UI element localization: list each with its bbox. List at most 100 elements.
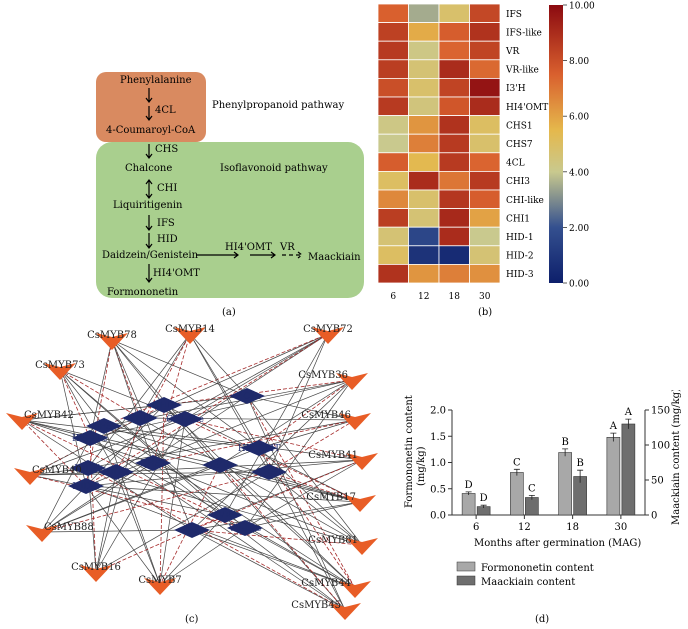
network-myb-node <box>339 581 371 598</box>
heatmap-cell <box>438 152 470 172</box>
network-edge-negative <box>21 419 246 529</box>
x-tick-label: 6 <box>473 522 479 533</box>
heatmap-col-label: 6 <box>390 292 396 302</box>
heatmap-row-label: CHI-like <box>506 196 544 206</box>
network-edge-negative <box>59 369 91 439</box>
network-gene-node <box>122 410 158 426</box>
network-edge-positive <box>219 379 353 466</box>
heatmap-cell <box>377 245 409 265</box>
network-edge-positive <box>246 395 356 421</box>
network-edge-positive <box>246 395 346 611</box>
heatmap-row-label: VR <box>505 47 519 57</box>
y-tick-label-left: 0.5 <box>430 484 446 495</box>
significance-letter: A <box>609 421 618 432</box>
heatmap-cell <box>438 133 470 154</box>
y-tick-label-left: 1.0 <box>430 458 446 469</box>
error-bar <box>562 448 569 457</box>
network-edge-positive <box>85 485 361 503</box>
network-edge-negative <box>163 379 353 406</box>
x-axis-label: Months after germination (MAG) <box>474 538 641 549</box>
network-edge-positive <box>89 339 113 439</box>
phenylpropanoid-label: Phenylpropanoid pathway <box>212 100 345 111</box>
significance-letter: B <box>561 437 568 448</box>
heatmap-cell <box>469 22 501 42</box>
network-gene-label: VR <box>217 511 231 521</box>
y-axis-label-left-line2: (mg/kg) <box>416 446 427 486</box>
error-bar <box>577 469 584 483</box>
network-edge-positive <box>21 419 221 466</box>
bar-chart-panel: 0.0 0.5 1.0 1.5 2.0 0 50 100 150 6 12 18 30 DD C C BB AA… <box>404 390 682 625</box>
x-tick-label: 18 <box>566 522 579 533</box>
network-edge-positive <box>103 425 161 586</box>
network-gene-node <box>72 430 108 446</box>
heatmap-cell <box>438 59 470 79</box>
network-edge-negative <box>258 447 356 589</box>
heatmap-cell <box>408 208 440 228</box>
colorbar-tick-label: 4.00 <box>569 168 589 178</box>
network-myb-node <box>329 603 361 620</box>
network-edge-positive <box>29 417 141 476</box>
heatmap-cell <box>408 115 440 135</box>
heatmap-cell <box>377 152 409 172</box>
network-edge-negative <box>159 404 165 586</box>
heatmap-cell <box>469 59 501 79</box>
network-gene-node <box>135 455 171 471</box>
network-gene-label: 4CL <box>238 392 257 402</box>
heatmap-cell <box>469 96 501 117</box>
heatmap-cell <box>377 40 409 61</box>
network-edge-positive <box>152 462 346 611</box>
caption-d: (d) <box>535 614 549 625</box>
network-edge-positive <box>29 471 270 476</box>
legend-swatch-maackiain <box>456 575 476 586</box>
heatmap-cell <box>408 40 440 61</box>
network-myb-node <box>174 327 206 344</box>
network-myb-node <box>6 413 38 430</box>
heatmap-cell <box>438 78 470 98</box>
heatmap-row-label: 4CL <box>506 159 525 169</box>
heatmap-cell <box>438 40 470 61</box>
network-edge-positive <box>95 471 117 573</box>
y-tick-label-right: 150 <box>651 406 670 417</box>
heatmap-cell <box>408 3 440 24</box>
y-tick-label-left: 2.0 <box>430 406 446 417</box>
network-edge-positive <box>85 485 356 589</box>
heatmap-cell <box>408 133 440 154</box>
phenylpropanoid-box <box>96 72 206 142</box>
node-formononetin: Formononetin <box>107 287 179 298</box>
network-myb-label: CsMYB73 <box>35 360 85 371</box>
network-myb-node <box>14 468 46 485</box>
network-myb-label: CsMYB16 <box>71 562 121 573</box>
network-edge-negative <box>89 437 97 573</box>
node-coumaroyl-coa: 4-Coumaroyl-CoA <box>106 125 196 136</box>
enzyme-hi4omt-down: HI4'OMT <box>153 268 200 279</box>
network-edge-positive <box>89 437 346 611</box>
significance-letter: A <box>624 407 633 418</box>
network-myb-label: CsMYB88 <box>44 522 94 533</box>
y-axis-label-left-line1: Formononetin content <box>404 395 415 508</box>
network-edge-positive <box>59 369 117 473</box>
network-edge-positive <box>41 437 91 533</box>
network-myb-node <box>312 327 344 344</box>
network-gene-node <box>70 460 106 476</box>
network-edge-positive <box>111 339 260 449</box>
network-edge-positive <box>159 514 226 586</box>
heatmap-cell <box>377 208 409 228</box>
network-edge-negative <box>152 333 191 464</box>
heatmap-cell <box>438 170 470 191</box>
heatmap-cell <box>438 3 470 24</box>
network-gene-node <box>227 520 263 536</box>
colorbar-tick-label: 10.00 <box>569 2 595 12</box>
network-gene-node <box>68 478 104 494</box>
caption-a: (a) <box>222 307 236 318</box>
network-myb-node <box>96 333 128 350</box>
network-gene-label: IFS-like <box>72 434 108 444</box>
heatmap-row-label: CHS7 <box>506 140 533 150</box>
heatmap-cell <box>469 40 501 61</box>
network-edge-positive <box>224 333 329 516</box>
node-chalcone: Chalcone <box>125 163 172 174</box>
network-edge-positive <box>191 501 361 531</box>
colorbar-tick-label: 0.00 <box>569 280 589 290</box>
colorbar-tick-label: 6.00 <box>569 113 589 123</box>
y-tick-label-left: 1.5 <box>430 432 446 443</box>
heatmap-cell <box>408 226 440 247</box>
